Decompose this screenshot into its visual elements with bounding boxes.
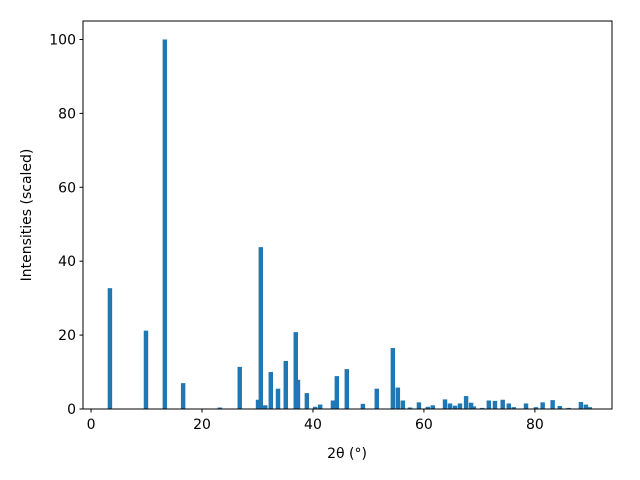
y-tick-label: 0	[67, 402, 76, 418]
bar	[304, 393, 310, 409]
bar	[425, 406, 431, 409]
x-tick-label: 0	[87, 417, 96, 433]
bar	[268, 372, 274, 409]
y-tick-label: 80	[58, 106, 76, 122]
bar	[258, 247, 264, 409]
bar	[540, 402, 545, 409]
bar	[457, 403, 463, 409]
bar	[107, 288, 113, 409]
y-tick-label: 20	[58, 328, 76, 344]
bar	[400, 400, 406, 409]
bar	[550, 400, 555, 409]
x-tick-label: 40	[304, 417, 322, 433]
bar	[442, 399, 448, 409]
bar	[492, 400, 498, 409]
bar	[430, 405, 436, 409]
bar	[344, 369, 350, 409]
bar	[468, 402, 474, 409]
bar	[390, 348, 396, 409]
bar	[463, 396, 469, 409]
bar	[416, 402, 422, 409]
bar	[395, 387, 401, 409]
bar	[360, 403, 366, 409]
bar	[447, 403, 453, 409]
bar	[237, 366, 242, 409]
x-tick-label: 60	[415, 417, 433, 433]
x-tick-label: 80	[526, 417, 544, 433]
bar	[295, 379, 301, 409]
bar	[452, 405, 458, 409]
y-tick-label: 40	[58, 254, 76, 270]
bar	[407, 407, 413, 409]
bar	[217, 407, 222, 409]
bar	[566, 407, 571, 409]
bar	[263, 405, 268, 409]
bar	[275, 388, 281, 409]
bar	[334, 376, 340, 409]
bar	[255, 399, 261, 409]
y-tick-label: 60	[58, 180, 76, 196]
bar	[533, 407, 539, 409]
bar	[312, 406, 318, 409]
bar	[557, 406, 563, 409]
bar	[471, 406, 477, 409]
y-axis-label: Intensities (scaled)	[19, 149, 35, 282]
bar	[511, 407, 517, 409]
x-axis-label: 2θ (°)	[327, 446, 367, 462]
bar	[283, 360, 288, 409]
bar	[583, 404, 589, 409]
plot-frame	[82, 20, 613, 410]
bar	[587, 407, 593, 409]
bar	[500, 399, 505, 409]
x-tick-label: 20	[193, 417, 211, 433]
bar	[523, 403, 529, 409]
bar	[486, 400, 492, 409]
bar	[162, 39, 168, 409]
bar	[317, 404, 323, 409]
bar	[143, 330, 149, 409]
bar	[293, 332, 298, 409]
bar	[374, 388, 379, 409]
bar	[578, 401, 584, 409]
bar	[479, 407, 485, 409]
bar	[330, 400, 336, 409]
y-tick-label: 100	[49, 32, 76, 48]
bar	[506, 403, 512, 409]
bar	[180, 383, 186, 409]
